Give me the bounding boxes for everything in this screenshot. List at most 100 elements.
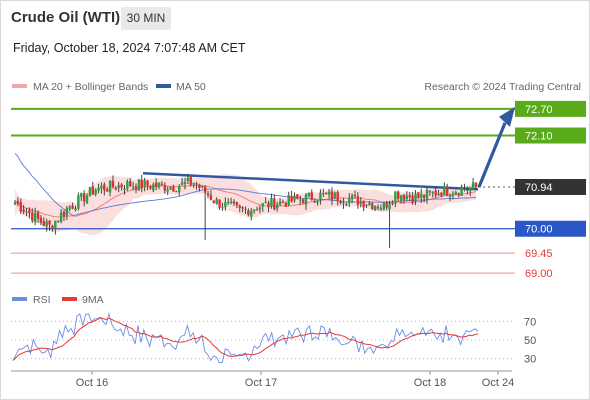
candle-body (310, 192, 313, 201)
candle-body (365, 204, 368, 206)
ma50-legend-swatch (156, 84, 171, 88)
candle-body (215, 199, 218, 205)
candle-body (117, 185, 120, 189)
candle-body (36, 212, 40, 219)
candle-body (221, 207, 224, 209)
candle-body (106, 189, 109, 192)
candle-body (466, 189, 469, 191)
candle-body (313, 200, 316, 203)
candle-body (391, 202, 394, 204)
candle-body (290, 196, 293, 202)
candle-body (48, 220, 51, 225)
candle-body (382, 202, 385, 210)
candle-body (114, 187, 118, 190)
candle-body (157, 182, 161, 187)
candle-body (206, 193, 210, 196)
candle-body (152, 184, 155, 191)
candle-body (348, 198, 351, 203)
candle-body (178, 186, 181, 193)
candle-body (327, 191, 331, 195)
candle-body (51, 225, 54, 229)
rsi-tick-label: 30 (524, 354, 536, 366)
candle-body (31, 212, 34, 221)
candle-body (394, 191, 397, 203)
candle-body (169, 187, 172, 190)
candle-body (273, 198, 276, 210)
candle-body (71, 205, 74, 209)
candle-body (120, 184, 123, 188)
level-label: 72.70 (525, 104, 553, 116)
candle-body (417, 192, 420, 199)
candle-body (425, 189, 429, 199)
candle-body (65, 208, 69, 216)
candle-body (411, 195, 414, 203)
candle-body (25, 211, 28, 213)
ma9-legend-label: 9MA (82, 294, 104, 306)
candle-body (22, 209, 25, 212)
candle-body (333, 192, 337, 199)
bollinger-band (15, 174, 476, 236)
candle-body (353, 195, 357, 197)
candle-body (241, 207, 244, 209)
candle-body (281, 201, 285, 203)
candle-body (80, 192, 83, 197)
candle-body (134, 186, 138, 190)
candle-body (250, 210, 253, 217)
candle-body (368, 202, 371, 206)
ma50-legend-label: MA 50 (176, 81, 206, 93)
price-layer: 72.70 72.10 70.94 70.00 69.45 69.00 (11, 100, 586, 280)
candle-body (267, 202, 270, 208)
forecast-arrow (477, 122, 507, 188)
candle-body (94, 189, 97, 195)
ma50-line (14, 153, 477, 216)
candle-body (108, 180, 112, 193)
candle-body (77, 195, 80, 209)
candle-body (166, 189, 169, 192)
time-tick-label: Oct 24 (482, 377, 514, 389)
candle-body (284, 202, 288, 207)
level-label: 72.10 (525, 131, 553, 143)
time-axis: Oct 16 Oct 17 Oct 18 Oct 24 (11, 370, 514, 389)
candle-body (28, 210, 31, 214)
candle-body (91, 186, 94, 195)
candle-body (97, 187, 100, 191)
candle-body (16, 200, 20, 204)
candle-body (371, 203, 374, 209)
timeframe-button[interactable]: 30 MIN (121, 7, 171, 30)
candle-body (224, 202, 227, 208)
candle-body (301, 199, 305, 204)
candle-body (201, 185, 204, 188)
candle-body (293, 195, 296, 201)
time-tick-label: Oct 17 (245, 377, 277, 389)
level-label: 69.45 (525, 248, 553, 260)
candle-body (359, 201, 362, 204)
instrument-title: Crude Oil (WTI) (11, 9, 121, 26)
candle-body (445, 187, 449, 196)
rsi-layer: 70 50 30 (11, 312, 536, 366)
candle-body (264, 202, 267, 204)
candle-body (100, 185, 103, 189)
candle-body (180, 182, 184, 185)
candle-body (88, 187, 92, 196)
candle-body (192, 182, 195, 185)
level-tag-resistance (515, 100, 586, 117)
rsi-line (12, 312, 479, 363)
candle-body (296, 194, 299, 199)
candle-body (451, 193, 455, 196)
candle-body (149, 186, 152, 189)
candle-body (448, 195, 452, 197)
candle-body (232, 201, 236, 204)
candle-body (428, 191, 432, 193)
rsi-legend-label: RSI (33, 294, 51, 306)
level-label: 69.00 (525, 268, 553, 280)
rsi-tick-label: 70 (524, 316, 536, 328)
forecast-arrowhead (499, 106, 515, 127)
candle-body (388, 204, 391, 210)
candle-body (322, 193, 325, 195)
candle-body (330, 191, 334, 200)
trend-line (142, 171, 479, 191)
candle-body (342, 202, 345, 204)
candle-body (175, 191, 178, 193)
candle-body (154, 182, 158, 187)
